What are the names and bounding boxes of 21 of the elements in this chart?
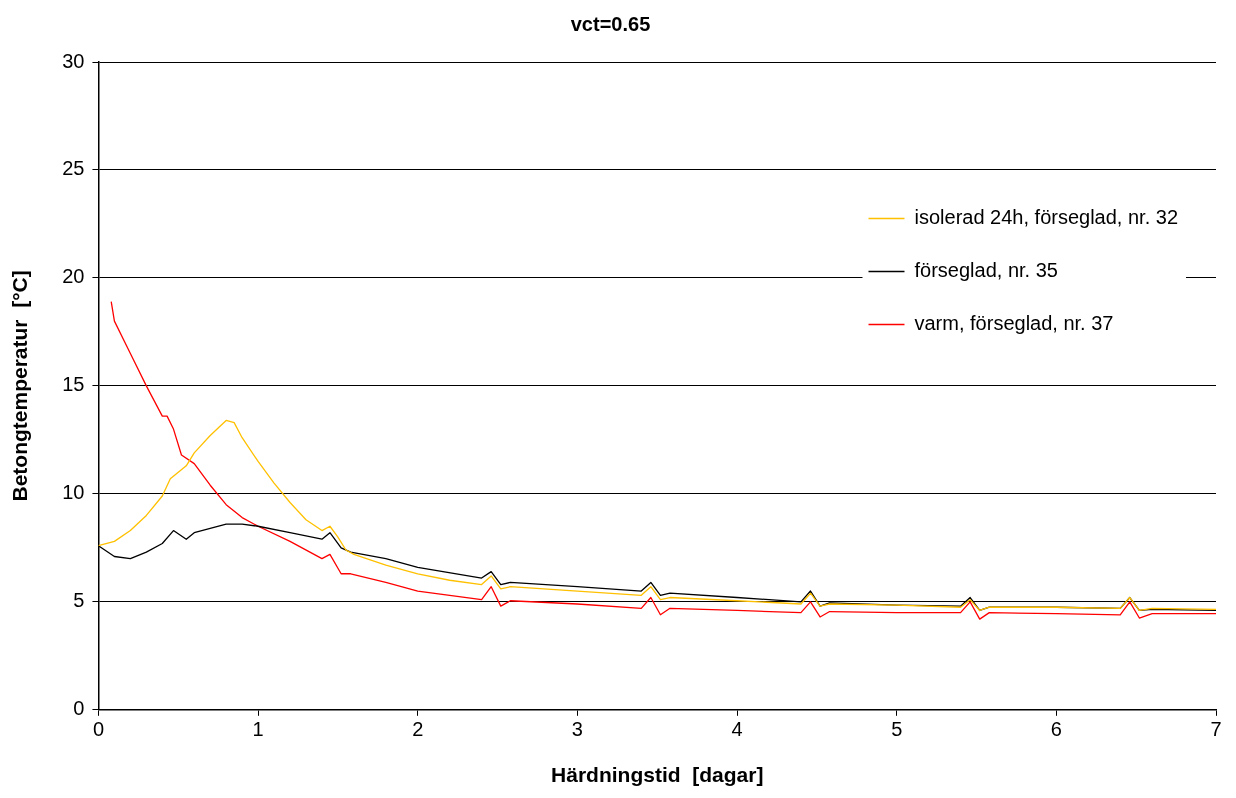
x-axis-title: Härdningstid [dagar] — [551, 763, 764, 787]
x-tick-label: 3 — [571, 718, 583, 741]
y-tick-label: 10 — [62, 481, 85, 504]
y-tick-label: 25 — [62, 157, 85, 180]
x-tick-label: 7 — [1210, 718, 1222, 741]
y-tick-label: 30 — [62, 49, 85, 72]
y-tick-label: 5 — [73, 589, 85, 612]
y-tick-label: 0 — [73, 697, 85, 720]
y-tick-label: 15 — [62, 373, 85, 396]
x-tick-label: 2 — [412, 718, 424, 741]
x-tick-label: 4 — [731, 718, 743, 741]
x-tick-label: 1 — [252, 718, 264, 741]
y-axis-title: Betongtemperatur [°C] — [8, 270, 32, 502]
y-tick-label: 20 — [62, 265, 85, 288]
chart-title: vct=0.65 — [570, 12, 651, 35]
x-tick-label: 0 — [92, 718, 105, 741]
legend-label: förseglad, nr. 35 — [914, 259, 1058, 282]
x-tick-label: 5 — [891, 718, 903, 741]
legend-label: isolerad 24h, förseglad, nr. 32 — [914, 206, 1179, 229]
x-tick-label: 6 — [1050, 718, 1062, 741]
legend-label: varm, förseglad, nr. 37 — [914, 312, 1114, 335]
